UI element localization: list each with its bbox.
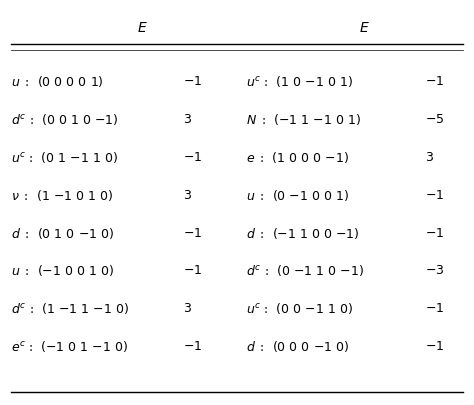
Text: $N\,$ :  $({-1}\ 1\ {-1}\ 0\ 1)$: $N\,$ : $({-1}\ 1\ {-1}\ 0\ 1)$ — [246, 112, 362, 127]
Text: $-1$: $-1$ — [183, 75, 202, 88]
Text: $3$: $3$ — [183, 302, 192, 315]
Text: $e\,$ :  $(1\ 0\ 0\ 0\ {-1})$: $e\,$ : $(1\ 0\ 0\ 0\ {-1})$ — [246, 150, 349, 165]
Text: $3$: $3$ — [183, 189, 192, 202]
Text: $-1$: $-1$ — [426, 340, 445, 353]
Text: $u\,$ :  $(0\ 0\ 0\ 0\ 1)$: $u\,$ : $(0\ 0\ 0\ 0\ 1)$ — [11, 75, 104, 90]
Text: $d^c$ :  $(0\ {-1}\ 1\ 0\ {-1})$: $d^c$ : $(0\ {-1}\ 1\ 0\ {-1})$ — [246, 263, 365, 278]
Text: $d\,$ :  $(0\ 0\ 0\ {-1}\ 0)$: $d\,$ : $(0\ 0\ 0\ {-1}\ 0)$ — [246, 339, 350, 354]
Text: $u^c$ :  $(0\ 1\ {-1}\ 1\ 0)$: $u^c$ : $(0\ 1\ {-1}\ 1\ 0)$ — [11, 150, 118, 165]
Text: $\nu\,$ :  $(1\ {-1}\ 0\ 1\ 0)$: $\nu\,$ : $(1\ {-1}\ 0\ 1\ 0)$ — [11, 188, 113, 203]
Text: $d^c$ :  $(1\ {-1}\ 1\ {-1}\ 0)$: $d^c$ : $(1\ {-1}\ 1\ {-1}\ 0)$ — [11, 301, 128, 316]
Text: $E$: $E$ — [359, 21, 370, 34]
Text: $-1$: $-1$ — [183, 151, 202, 164]
Text: $d\,$ :  $({-1}\ 1\ 0\ 0\ {-1})$: $d\,$ : $({-1}\ 1\ 0\ 0\ {-1})$ — [246, 226, 360, 241]
Text: $d^c$ :  $(0\ 0\ 1\ 0\ {-1})$: $d^c$ : $(0\ 0\ 1\ 0\ {-1})$ — [11, 112, 118, 127]
Text: $-1$: $-1$ — [426, 189, 445, 202]
Text: $-1$: $-1$ — [183, 226, 202, 240]
Text: $u\,$ :  $({-1}\ 0\ 0\ 1\ 0)$: $u\,$ : $({-1}\ 0\ 0\ 1\ 0)$ — [11, 263, 114, 278]
Text: $3$: $3$ — [426, 151, 435, 164]
Text: $-3$: $-3$ — [426, 264, 445, 277]
Text: $-5$: $-5$ — [426, 113, 445, 126]
Text: $3$: $3$ — [183, 113, 192, 126]
Text: $-1$: $-1$ — [426, 302, 445, 315]
Text: $d\,$ :  $(0\ 1\ 0\ {-1}\ 0)$: $d\,$ : $(0\ 1\ 0\ {-1}\ 0)$ — [11, 226, 114, 241]
Text: $u^c$ :  $(0\ 0\ {-1}\ 1\ 0)$: $u^c$ : $(0\ 0\ {-1}\ 1\ 0)$ — [246, 301, 354, 316]
Text: $-1$: $-1$ — [426, 226, 445, 240]
Text: $e^c$ :  $({-1}\ 0\ 1\ {-1}\ 0)$: $e^c$ : $({-1}\ 0\ 1\ {-1}\ 0)$ — [11, 339, 128, 354]
Text: $u^c$ :  $(1\ 0\ {-1}\ 0\ 1)$: $u^c$ : $(1\ 0\ {-1}\ 0\ 1)$ — [246, 75, 354, 90]
Text: $u\,$ :  $(0\ {-1}\ 0\ 0\ 1)$: $u\,$ : $(0\ {-1}\ 0\ 0\ 1)$ — [246, 188, 350, 203]
Text: $-1$: $-1$ — [183, 264, 202, 277]
Text: $-1$: $-1$ — [426, 75, 445, 88]
Text: $-1$: $-1$ — [183, 340, 202, 353]
Text: $E$: $E$ — [137, 21, 148, 34]
